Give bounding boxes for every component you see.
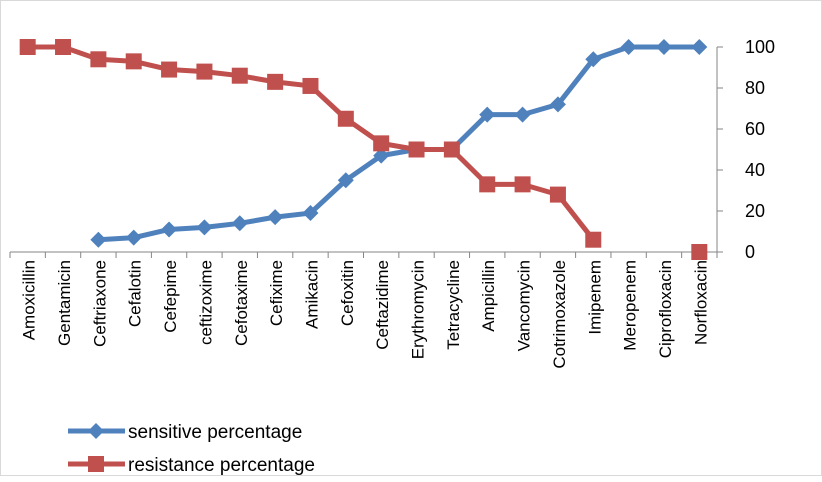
data-point: [691, 39, 708, 55]
x-tick-label: Ceftazidime: [373, 260, 392, 350]
data-point: [443, 141, 460, 158]
series-1: [19, 39, 708, 260]
legend-marker: [88, 423, 104, 439]
data-point: [479, 176, 496, 193]
series-layer: [19, 39, 708, 260]
legend-label: sensitive percentage: [128, 422, 302, 443]
data-point: [408, 141, 425, 158]
data-point: [373, 147, 390, 164]
data-point: [196, 63, 213, 80]
y-tick-label: 60: [745, 119, 765, 139]
y-tick-label: 20: [745, 201, 765, 221]
x-tick-label: Norfloxacin: [691, 260, 710, 345]
data-point: [55, 39, 72, 55]
data-point: [267, 209, 284, 226]
data-point: [585, 51, 602, 68]
data-point: [161, 221, 178, 238]
data-point: [514, 176, 531, 193]
data-point: [19, 39, 36, 55]
x-tick-label: Cefixime: [267, 260, 286, 326]
x-tick-label: Cotrimoxazole: [550, 260, 569, 369]
data-point: [620, 39, 637, 55]
data-point: [337, 110, 354, 127]
data-point: [585, 231, 602, 248]
data-point: [196, 219, 213, 236]
data-point: [125, 229, 142, 246]
legend-item: sensitive percentage: [68, 422, 302, 443]
y-tick-label: 100: [745, 37, 775, 57]
data-point: [90, 51, 107, 68]
x-tick-label: Amoxicillin: [20, 260, 39, 340]
x-tick-label: Imipenem: [585, 260, 604, 335]
data-point: [479, 106, 496, 123]
data-point: [231, 215, 248, 232]
x-tick-label: Amikacin: [302, 260, 321, 329]
data-point: [337, 172, 354, 189]
legend: sensitive percentage resistance percentag…: [68, 422, 315, 476]
data-point: [691, 244, 708, 260]
x-tick-label: Vancomycin: [515, 260, 534, 351]
x-tick-label: Gentamicin: [55, 260, 74, 346]
x-tick-label: Cefepime: [161, 260, 180, 333]
data-point: [161, 61, 178, 78]
series-line: [95, 44, 702, 243]
data-point: [373, 135, 390, 152]
data-point: [90, 231, 107, 248]
data-point: [302, 205, 319, 222]
data-point: [549, 96, 566, 113]
data-point: [302, 77, 319, 94]
legend-item: resistance percentage: [68, 455, 315, 476]
x-tick-label: Ciprofloxacin: [656, 260, 675, 358]
data-point: [231, 67, 248, 84]
x-tick-label: Cefoxitin: [338, 260, 357, 326]
data-point: [125, 53, 142, 70]
x-tick-label: Meropenem: [621, 260, 640, 351]
data-point: [267, 73, 284, 90]
legend-label: resistance percentage: [128, 455, 315, 476]
y-tick-label: 80: [745, 78, 765, 98]
x-tick-label: Ampicillin: [479, 260, 498, 332]
x-tick-label: Tetracycline: [444, 260, 463, 350]
x-tick-label: Erythromycin: [409, 260, 428, 359]
data-point: [655, 39, 672, 55]
y-tick-label: 0: [745, 242, 755, 262]
data-point: [549, 186, 566, 203]
x-tick-label: Cefotaxime: [232, 260, 251, 346]
data-point: [514, 106, 531, 123]
x-tick-label: Cefalotin: [126, 260, 145, 327]
axes: Amoxicillin Gentamicin Ceftriaxone Cefaloti…: [9, 37, 775, 369]
y-tick-label: 40: [745, 160, 765, 180]
x-tick-label: ceftizoxime: [196, 260, 215, 345]
x-tick-label: Ceftriaxone: [90, 260, 109, 347]
legend-marker: [88, 456, 104, 472]
